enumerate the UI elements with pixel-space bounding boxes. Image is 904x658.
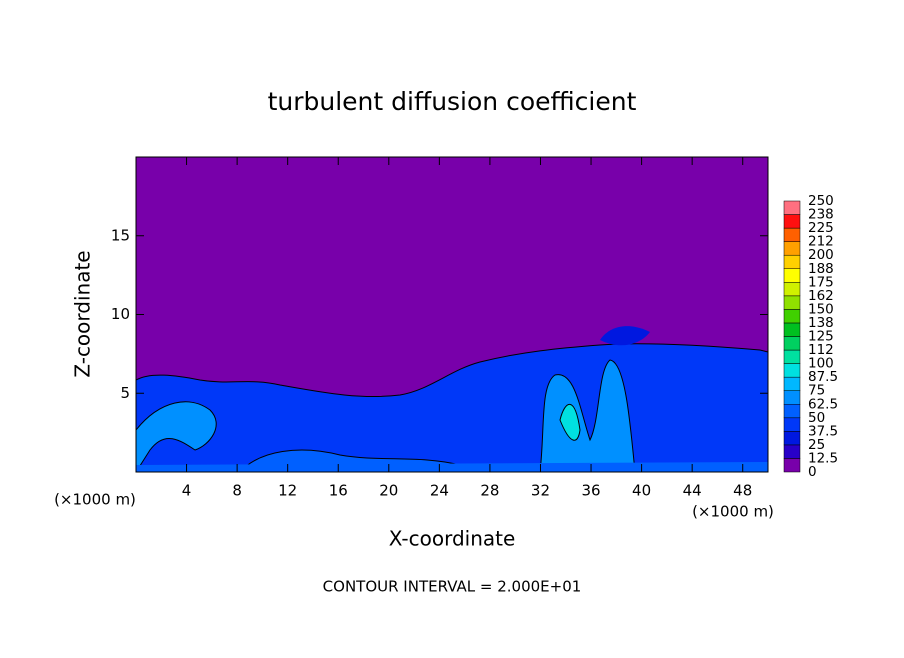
colorbar-band [783,227,801,242]
field-region [559,403,581,441]
colorbar-label: 250 [808,193,834,209]
x-tick-label: 8 [232,482,242,500]
x-tick-label: 32 [531,482,550,500]
colorbar-label: 138 [808,315,834,331]
colorbar-band [783,336,801,351]
field-region [539,359,636,472]
colorbar-label: 212 [808,234,834,250]
colorbar-band [783,268,801,283]
colorbar-label: 50 [808,410,825,426]
colorbar-label: 0 [808,464,817,480]
field [136,326,768,472]
x-unit-label: (×1000 m) [692,503,774,521]
x-tick-label: 40 [632,482,651,500]
x-unit-label: (×1000 m) [54,491,136,509]
colorbar-band [783,444,801,459]
x-tick-label: 44 [683,482,702,500]
colorbar-band [783,254,801,269]
colorbar-label: 238 [808,207,834,223]
colorbar-label: 125 [808,329,834,345]
y-axis-title: Z-coordinate [71,250,95,377]
x-axis-title: X-coordinate [389,527,516,551]
y-tick-label: 10 [111,305,130,323]
colorbar-band [783,417,801,432]
colorbar-label: 200 [808,247,834,263]
colorbar-label: 188 [808,261,834,277]
x-tick-label: 20 [379,482,398,500]
colorbar-band [783,214,801,229]
colorbar-band [783,458,801,473]
colorbar-label: 37.5 [808,423,838,439]
colorbar-label: 75 [808,383,825,399]
y-tick-label: 5 [120,384,130,402]
colorbar-label: 100 [808,356,834,372]
colorbar-label: 12.5 [808,450,838,466]
colorbar-band [783,200,801,215]
colorbar-label: 162 [808,288,834,304]
colorbar-label: 25 [808,437,825,453]
colorbar-band [783,431,801,446]
chart-title: turbulent diffusion coefficient [268,87,637,116]
y-tick-label: 15 [111,226,130,244]
x-tick-label: 48 [733,482,752,500]
colorbar-band [783,241,801,256]
field-region [600,326,650,346]
x-tick-label: 36 [581,482,600,500]
colorbar-band [783,363,801,378]
x-tick-label: 16 [329,482,348,500]
colorbar-band [783,404,801,419]
colorbar-label: 112 [808,342,834,358]
colorbar-band [783,390,801,405]
x-tick-label: 12 [278,482,297,500]
field-region [136,401,217,472]
colorbar-band [783,349,801,364]
colorbar-band [783,376,801,391]
colorbar-label: 150 [808,301,834,317]
field-region [136,462,768,472]
x-tick-label: 28 [480,482,499,500]
colorbar-label: 62.5 [808,396,838,412]
colorbar-band [783,322,801,337]
x-tick-label: 24 [430,482,449,500]
footnote: CONTOUR INTERVAL = 2.000E+01 [323,578,582,596]
colorbar-band [783,309,801,324]
colorbar-band [783,295,801,310]
colorbar-label: 87.5 [808,369,838,385]
x-tick-label: 4 [182,482,192,500]
colorbar-label: 225 [808,220,834,236]
colorbar-band [783,282,801,297]
colorbar-label: 175 [808,274,834,290]
plot-area [135,156,769,473]
